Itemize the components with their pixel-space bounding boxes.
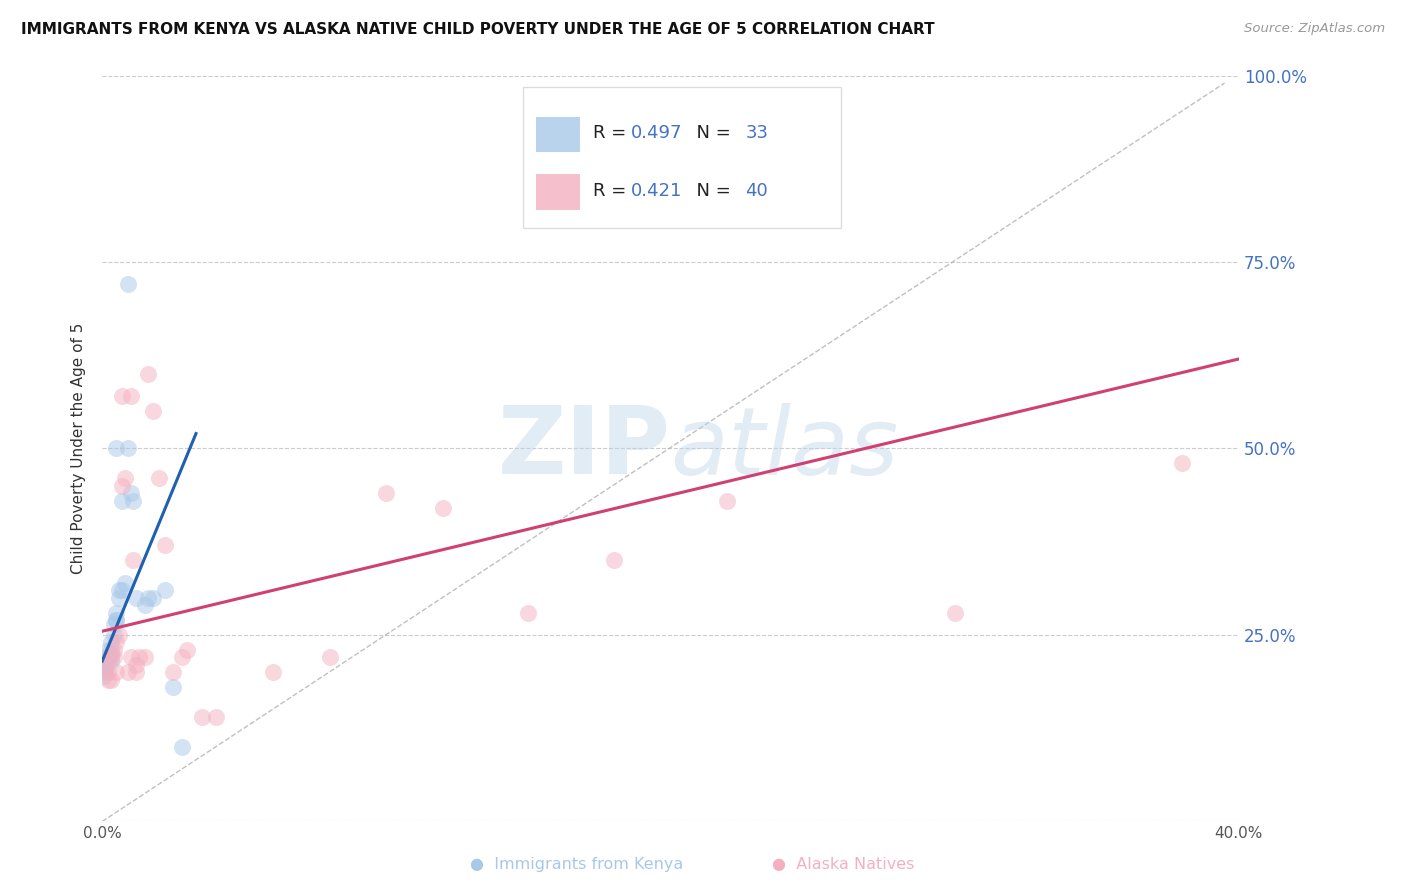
Point [432,501,454,516]
Point [318,650,340,665]
Point [943,606,966,620]
Point [205,710,228,724]
Point [602,553,624,567]
Point [105,442,128,456]
Point [125,591,148,605]
Point [105,665,128,680]
Point [153,583,176,598]
Point [105,606,128,620]
Point [142,591,165,605]
Point [103,643,125,657]
Point [120,650,142,665]
Point [162,680,184,694]
Point [153,539,176,553]
Text: IMMIGRANTS FROM KENYA VS ALASKA NATIVE CHILD POVERTY UNDER THE AGE OF 5 CORRELAT: IMMIGRANTS FROM KENYA VS ALASKA NATIVE C… [21,22,935,37]
FancyBboxPatch shape [523,87,841,228]
Point [105,635,128,649]
Point [122,493,145,508]
Text: R =: R = [593,124,633,142]
Point [136,367,159,381]
Y-axis label: Child Poverty Under the Age of 5: Child Poverty Under the Age of 5 [72,323,86,574]
Point [93,669,115,683]
Point [128,650,150,665]
Point [94,661,117,675]
Text: Source: ZipAtlas.com: Source: ZipAtlas.com [1244,22,1385,36]
Point [105,613,128,627]
Point [94,657,117,672]
Point [100,643,122,657]
Point [97,654,120,668]
Point [148,471,170,485]
Text: ●  Alaska Natives: ● Alaska Natives [772,857,915,872]
Bar [536,174,579,210]
Point [125,657,148,672]
Point [111,583,134,598]
Point [716,493,738,508]
Point [111,493,134,508]
Point [108,583,131,598]
Point [111,479,134,493]
Text: 40: 40 [745,182,768,200]
Point [142,404,165,418]
Point [117,442,139,456]
Point [100,635,122,649]
Point [125,665,148,680]
Point [94,657,117,672]
Point [134,598,156,612]
Point [375,486,398,500]
Point [100,650,122,665]
Point [170,739,193,754]
Text: N =: N = [685,124,737,142]
Point [108,591,131,605]
Point [94,665,117,680]
Point [103,628,125,642]
Point [162,665,184,680]
Point [117,665,139,680]
Point [190,710,212,724]
Point [103,616,125,631]
Text: atlas: atlas [671,403,898,494]
Point [262,665,284,680]
Point [103,650,125,665]
Point [97,665,120,680]
Text: 33: 33 [745,124,769,142]
Point [97,650,120,665]
Text: 0.497: 0.497 [631,124,682,142]
Point [97,643,120,657]
Point [94,650,117,665]
Point [100,673,122,687]
Point [117,277,139,292]
Text: ZIP: ZIP [498,402,671,494]
Point [108,628,131,642]
Point [136,591,159,605]
Point [120,486,142,500]
Point [97,673,120,687]
Point [100,654,122,668]
Point [170,650,193,665]
Point [114,471,136,485]
Point [100,647,122,661]
Bar [536,117,579,153]
Point [105,613,128,627]
Point [114,575,136,590]
Point [111,389,134,403]
Point [122,553,145,567]
Text: R =: R = [593,182,633,200]
Text: 0.421: 0.421 [631,182,682,200]
Text: N =: N = [685,182,737,200]
Text: ●  Immigrants from Kenya: ● Immigrants from Kenya [470,857,683,872]
Point [176,643,198,657]
Point [120,389,142,403]
Point [1171,457,1194,471]
Point [134,650,156,665]
Point [517,606,540,620]
